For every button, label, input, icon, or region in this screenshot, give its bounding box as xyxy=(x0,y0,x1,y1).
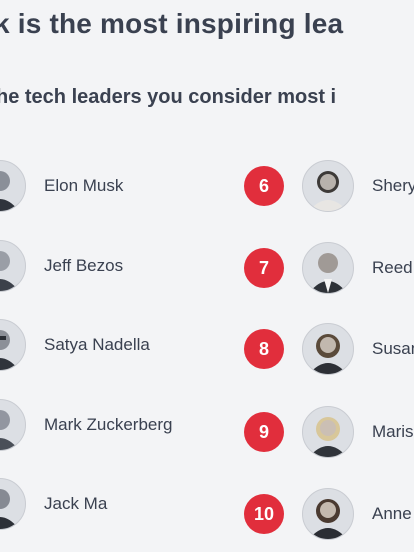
list-item: 7 Reed xyxy=(244,238,413,298)
avatar xyxy=(302,160,354,212)
leader-name: Mark Zuckerberg xyxy=(44,415,173,434)
avatar xyxy=(0,399,26,451)
avatar xyxy=(302,242,354,294)
page-subtitle: he tech leaders you consider most i xyxy=(0,86,337,108)
leader-name: Maris xyxy=(372,422,414,441)
list-item: 10 Anne xyxy=(244,484,412,544)
leader-name: Elon Musk xyxy=(44,176,124,195)
avatar xyxy=(0,240,26,292)
page-title: k is the most inspiring lea xyxy=(0,8,344,39)
leader-name: Susan xyxy=(372,339,414,358)
rank-badge: 7 xyxy=(244,248,284,288)
list-item: Jack Ma xyxy=(0,474,107,534)
list-item: Jeff Bezos xyxy=(0,236,123,296)
avatar xyxy=(302,323,354,375)
rank-badge: 6 xyxy=(244,166,284,206)
avatar xyxy=(0,478,26,530)
leader-name: Satya Nadella xyxy=(44,335,150,354)
rank-badge: 8 xyxy=(244,329,284,369)
list-item: Satya Nadella xyxy=(0,315,150,375)
list-item: Elon Musk xyxy=(0,156,123,216)
list-item: 6 Shery xyxy=(244,156,414,216)
leader-name: Anne xyxy=(372,504,412,523)
avatar xyxy=(302,488,354,540)
list-item: 9 Maris xyxy=(244,402,414,462)
leader-name: Jack Ma xyxy=(44,494,108,513)
avatar xyxy=(302,406,354,458)
leader-name: Reed xyxy=(372,258,413,277)
rank-badge: 9 xyxy=(244,412,284,452)
avatar xyxy=(0,319,26,371)
avatar xyxy=(0,160,26,212)
leader-name: Shery xyxy=(372,176,414,195)
leader-name: Jeff Bezos xyxy=(44,256,124,275)
list-item: 8 Susan xyxy=(244,319,414,379)
rank-badge: 10 xyxy=(244,494,284,534)
list-item: Mark Zuckerberg xyxy=(0,395,172,455)
